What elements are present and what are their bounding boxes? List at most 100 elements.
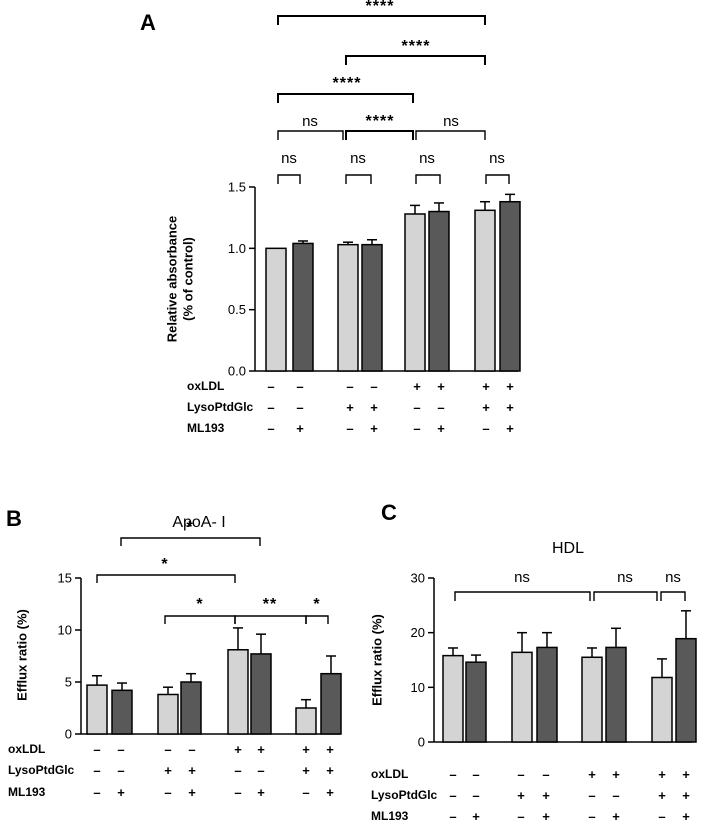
condition-sign: + [517, 788, 525, 803]
y-tick-label: 1.0 [228, 241, 246, 256]
condition-sign: – [267, 400, 274, 415]
condition-label: oxLDL [8, 742, 45, 756]
bar [86, 684, 108, 735]
bar [465, 661, 487, 743]
bar [361, 243, 383, 372]
condition-sign: + [437, 379, 445, 394]
condition-sign: + [346, 400, 354, 415]
significance-label: * [161, 556, 168, 573]
condition-sign: + [682, 767, 690, 782]
condition-sign: – [346, 421, 353, 436]
condition-sign: + [257, 742, 265, 757]
condition-sign: – [658, 809, 665, 824]
bar [428, 210, 450, 372]
condition-sign: – [302, 785, 309, 800]
bar [511, 651, 533, 743]
condition-sign: – [164, 785, 171, 800]
y-tick-label: 30 [411, 571, 425, 586]
significance-label: ns [350, 150, 366, 167]
y-tick-label: 10 [411, 680, 425, 695]
panel-b-title: ApoA- I [172, 514, 225, 531]
y-tick-label: 5 [65, 675, 72, 690]
condition-sign: + [302, 742, 310, 757]
panel-label-c: C [381, 500, 397, 525]
bar [651, 676, 673, 743]
condition-sign: – [93, 763, 100, 778]
bar [536, 646, 558, 743]
y-tick-label: 0 [65, 727, 72, 742]
y-tick-label: 20 [411, 625, 425, 640]
condition-label: LysoPtdGlc [8, 763, 75, 777]
significance-label: * [186, 519, 193, 536]
condition-sign: + [482, 379, 490, 394]
significance-bracket [96, 574, 236, 583]
condition-sign: + [482, 400, 490, 415]
condition-sign: – [517, 809, 524, 824]
condition-sign: + [370, 400, 378, 415]
condition-sign: + [257, 785, 265, 800]
bar [111, 689, 133, 735]
condition-sign: – [93, 742, 100, 757]
y-tick-label: 0.0 [228, 364, 246, 379]
condition-sign: + [682, 809, 690, 824]
condition-sign: – [482, 421, 489, 436]
bar [499, 200, 521, 372]
condition-sign: – [517, 767, 524, 782]
significance-bracket [277, 174, 301, 184]
condition-sign: + [437, 421, 445, 436]
condition-sign: – [164, 742, 171, 757]
condition-sign: – [370, 379, 377, 394]
bar [295, 707, 317, 735]
significance-label: ns [302, 113, 318, 130]
significance-label: * [313, 596, 320, 613]
condition-sign: – [472, 788, 479, 803]
bar [442, 654, 464, 743]
condition-sign: – [117, 742, 124, 757]
condition-sign: + [164, 763, 172, 778]
y-tick-label: 10 [58, 623, 72, 638]
significance-bracket [277, 93, 414, 103]
significance-bracket [305, 615, 329, 624]
bar [605, 646, 627, 743]
significance-bracket [454, 591, 591, 601]
significance-bracket [593, 591, 658, 601]
condition-label: LysoPtdGlc [187, 400, 254, 414]
significance-label: ns [617, 569, 633, 586]
significance-label: ns [419, 150, 435, 167]
significance-bracket [415, 130, 486, 140]
condition-sign: – [449, 788, 456, 803]
y-axis-label-line: Relative absorbance [165, 216, 180, 342]
condition-sign: + [413, 379, 421, 394]
bar [337, 243, 359, 372]
condition-sign: + [117, 785, 125, 800]
significance-label: **** [333, 75, 362, 92]
condition-label: oxLDL [187, 379, 224, 393]
significance-bracket [345, 55, 486, 65]
condition-sign: – [542, 767, 549, 782]
significance-bracket [277, 15, 486, 25]
condition-sign: + [588, 767, 596, 782]
significance-bracket [345, 174, 372, 184]
y-axis-label-line: Efflux ratio (%) [370, 614, 385, 706]
significance-bracket [120, 537, 261, 546]
condition-sign: – [612, 788, 619, 803]
condition-label: ML193 [8, 785, 46, 799]
significance-label: ns [443, 113, 459, 130]
bar [581, 656, 603, 743]
condition-sign: – [588, 788, 595, 803]
significance-label: ** [263, 596, 277, 613]
significance-label: ns [514, 569, 530, 586]
condition-label: LysoPtdGlc [371, 788, 438, 802]
condition-sign: + [682, 788, 690, 803]
condition-sign: – [346, 379, 353, 394]
condition-label: ML193 [187, 421, 225, 435]
condition-sign: – [267, 421, 274, 436]
significance-label: **** [366, 113, 395, 130]
condition-sign: – [234, 785, 241, 800]
condition-sign: + [188, 785, 196, 800]
panel-label-b: B [6, 506, 22, 531]
condition-sign: – [257, 763, 264, 778]
y-tick-label: 0.5 [228, 302, 246, 317]
condition-sign: – [413, 400, 420, 415]
significance-bracket [234, 615, 307, 624]
